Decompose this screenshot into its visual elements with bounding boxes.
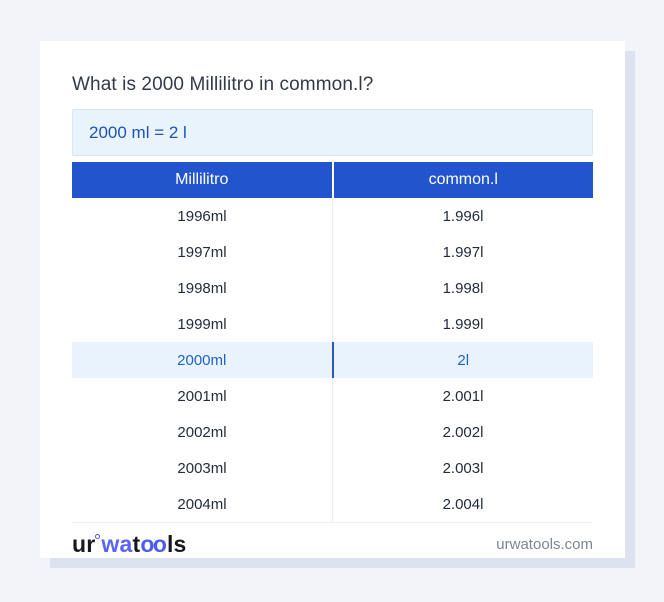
logo-text-suffix: ls — [166, 531, 187, 557]
table-body: 1996ml 1.996l 1997ml 1.997l 1998ml 1.998l 1999… — [72, 198, 593, 523]
ml-value: 2001ml — [177, 387, 227, 405]
conversion-card: What is 2000 Millilitro in common.l? 200… — [40, 41, 625, 558]
l-value: 2.004l — [332, 486, 593, 522]
website-url: urwatools.com — [496, 535, 593, 553]
ml-value: 2003ml — [177, 459, 227, 477]
ml-value: 2004ml — [177, 495, 227, 513]
conversion-result-text: 2000 ml = 2 l — [89, 123, 187, 142]
page-title: What is 2000 Millilitro in common.l? — [72, 74, 374, 95]
table-row: 2002ml 2.002l — [72, 414, 593, 450]
table-row: 1997ml 1.997l — [72, 234, 593, 270]
ml-value: 1996ml — [177, 207, 227, 225]
l-value: 1.999l — [332, 306, 593, 342]
logo-text-t: t — [132, 531, 141, 557]
table-row: 1998ml 1.998l — [72, 270, 593, 306]
l-value: 1.998l — [332, 270, 593, 306]
table-row: 2003ml 2.003l — [72, 450, 593, 486]
table-row: 2001ml 2.001l — [72, 378, 593, 414]
logo-text-prefix: ur — [72, 531, 96, 557]
table-header-millilitro: Millilitro — [175, 171, 229, 188]
l-value: 2.001l — [332, 378, 593, 414]
l-value: 2.003l — [332, 450, 593, 486]
table-row: 2004ml 2.004l — [72, 486, 593, 522]
conversion-result-box: 2000 ml = 2 l — [72, 109, 593, 156]
ml-value: 1997ml — [177, 243, 227, 261]
table-header-row: Millilitro common.l — [72, 162, 593, 198]
ml-value: 2002ml — [177, 423, 227, 441]
table-row-highlighted: 2000ml 2l — [72, 342, 593, 378]
table-row: 1999ml 1.999l — [72, 306, 593, 342]
conversion-table: Millilitro common.l 1996ml 1.996l 1997ml 1.… — [72, 162, 593, 523]
ring-icon — [95, 534, 101, 539]
ml-value: 1999ml — [177, 315, 227, 333]
ml-value: 1998ml — [177, 279, 227, 297]
footer: ur watools urwatools.com — [72, 530, 593, 558]
urwatools-logo[interactable]: ur watools — [72, 530, 187, 558]
ml-value: 2000ml — [177, 351, 227, 369]
logo-text-wa: wa — [101, 531, 133, 557]
logo-glasses-oo: oo — [140, 531, 167, 557]
table-row: 1996ml 1.996l — [72, 198, 593, 234]
table-header-common-l: common.l — [331, 162, 594, 198]
l-value: 2.002l — [332, 414, 593, 450]
l-value: 1.996l — [332, 198, 593, 234]
l-value: 2l — [331, 342, 594, 378]
l-value: 1.997l — [332, 234, 593, 270]
